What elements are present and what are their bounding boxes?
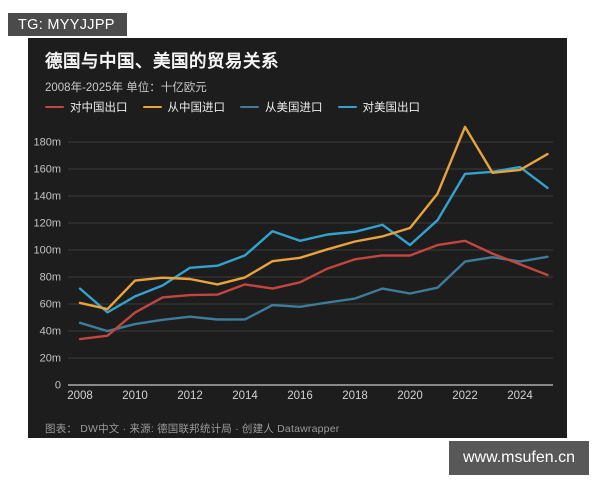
- chart-subtitle: 2008年-2025年 单位：十亿欧元: [45, 82, 207, 94]
- legend-item-imports-china: 从中国进口: [142, 99, 226, 115]
- legend-swatch-steelblue: [240, 105, 259, 109]
- svg-text:2012: 2012: [177, 390, 203, 402]
- chart-source-footer: 图表： DW中文 · 来源: 德国联邦统计局 · 创建人 Datawrapper: [45, 423, 340, 435]
- legend-label: 从中国进口: [167, 102, 226, 114]
- line-series-从美国进口: [78, 255, 549, 333]
- line-series-对中国出口: [78, 239, 549, 341]
- legend-label: 对美国出口: [362, 102, 421, 114]
- legend-item-exports-usa: 对美国出口: [337, 99, 421, 115]
- legend-item-exports-china: 对中国出口: [45, 99, 128, 115]
- line-series-从中国进口: [78, 125, 549, 311]
- svg-text:140m: 140m: [33, 191, 61, 203]
- chart-legend: 对中国出口 从中国进口 从美国进口 对美国出口: [45, 99, 420, 115]
- chart-title: 德国与中国、美国的贸易关系: [45, 51, 279, 71]
- legend-swatch-orange: [142, 105, 162, 109]
- svg-text:2008: 2008: [67, 390, 93, 402]
- svg-text:180m: 180m: [33, 137, 61, 149]
- svg-text:2014: 2014: [232, 390, 258, 402]
- svg-text:20m: 20m: [40, 353, 61, 365]
- svg-text:120m: 120m: [33, 218, 61, 230]
- trade-line-chart: 20m 40m 60m 80m 100m 120m 140m 160m 180m 0 2008 201…: [33, 125, 553, 402]
- svg-text:60m: 60m: [40, 299, 61, 311]
- telegram-badge-text: TG: MYYJJPP: [18, 16, 115, 33]
- legend-label: 从美国进口: [265, 102, 323, 114]
- svg-text:40m: 40m: [40, 326, 61, 338]
- svg-text:80m: 80m: [40, 272, 61, 284]
- site-watermark: www.msufen.cn: [448, 441, 589, 475]
- line-series-对美国出口: [78, 165, 549, 314]
- svg-text:0: 0: [55, 380, 61, 392]
- svg-text:2016: 2016: [287, 390, 313, 402]
- svg-text:2022: 2022: [452, 390, 478, 402]
- legend-swatch-red: [45, 105, 64, 109]
- legend-item-imports-usa: 从美国进口: [240, 99, 323, 115]
- legend-label: 对中国出口: [70, 102, 128, 114]
- legend-swatch-cyan: [337, 105, 357, 109]
- site-watermark-text: www.msufen.cn: [462, 449, 575, 466]
- svg-text:2020: 2020: [397, 390, 423, 402]
- svg-text:2018: 2018: [342, 390, 368, 402]
- telegram-badge: TG: MYYJJPP: [8, 13, 127, 36]
- svg-text:2024: 2024: [507, 390, 533, 402]
- chart-card: 德国与中国、美国的贸易关系 2008年-2025年 单位：十亿欧元 对中国出口 …: [28, 38, 567, 438]
- svg-text:160m: 160m: [33, 164, 61, 176]
- svg-text:100m: 100m: [33, 245, 61, 257]
- svg-text:2010: 2010: [122, 390, 148, 402]
